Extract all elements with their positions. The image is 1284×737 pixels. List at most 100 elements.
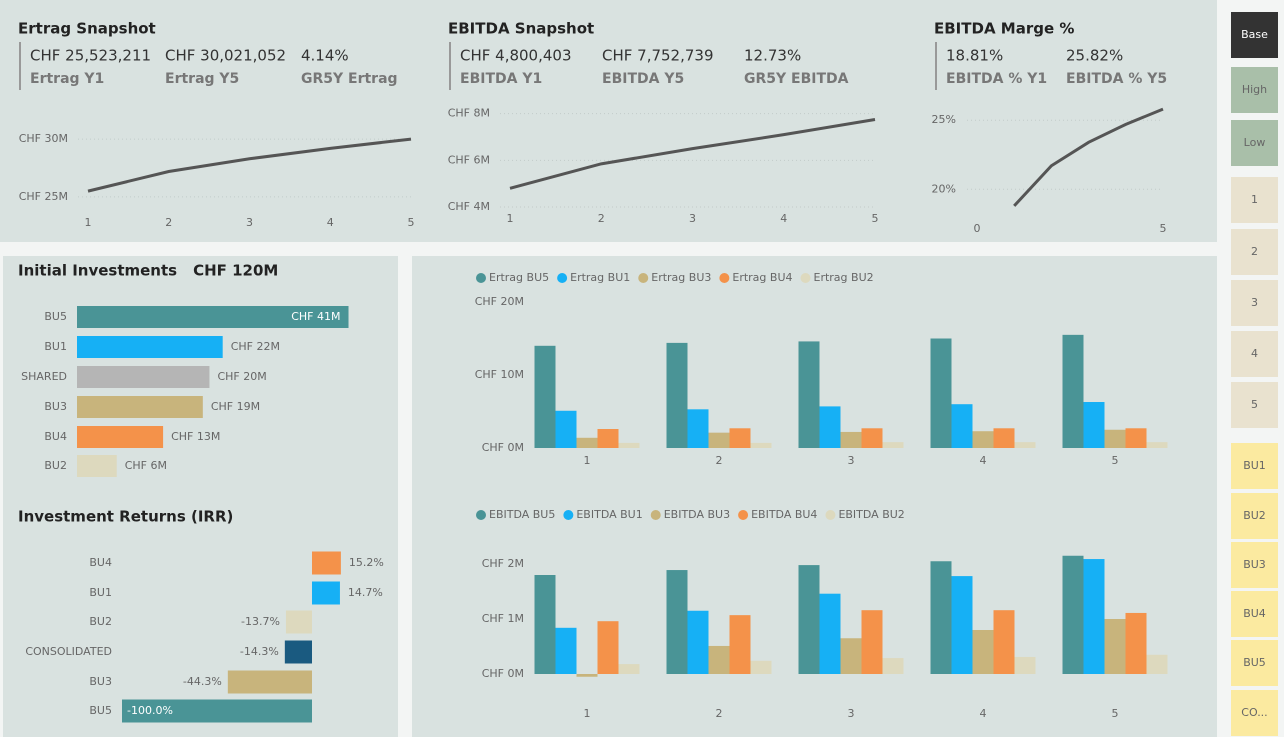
- kpi-label: Ertrag Y1: [30, 71, 104, 87]
- x-tick-label: 4: [780, 212, 787, 225]
- slicer-button[interactable]: [1231, 280, 1278, 326]
- category-label: BU4: [89, 556, 112, 569]
- slicer-label[interactable]: BU3: [1243, 558, 1266, 571]
- value-label: CHF 19M: [211, 400, 260, 413]
- bar: [77, 306, 349, 328]
- bar: [840, 638, 862, 674]
- legend-marker: [638, 273, 649, 283]
- bar: [972, 431, 994, 448]
- bar: [882, 658, 904, 674]
- slicer-label[interactable]: BU5: [1243, 656, 1266, 669]
- slicer-button[interactable]: [1231, 331, 1278, 377]
- category-label: BU1: [89, 586, 112, 599]
- bar: [930, 338, 952, 448]
- x-tick-label: 5: [1112, 454, 1119, 467]
- bar: [819, 406, 841, 448]
- category-label: SHARED: [21, 370, 67, 383]
- bar: [1014, 656, 1036, 674]
- chart-title: Initial Investments: [18, 262, 177, 280]
- slicer-label[interactable]: BU4: [1243, 607, 1266, 620]
- bar: [227, 670, 312, 694]
- bar: [312, 581, 340, 605]
- bar: [840, 431, 862, 448]
- slicer-button[interactable]: [1231, 443, 1278, 489]
- slicer-label[interactable]: Base: [1241, 28, 1268, 41]
- kpi-value: CHF 25,523,211: [30, 47, 151, 65]
- y-tick-label: 25%: [932, 113, 956, 126]
- slicer-label[interactable]: 1: [1251, 193, 1258, 206]
- x-tick-label: 4: [980, 707, 987, 720]
- legend-marker: [825, 510, 836, 520]
- kpi-label: EBITDA % Y5: [1066, 71, 1167, 87]
- slicer-button[interactable]: [1231, 690, 1278, 736]
- slicer-label[interactable]: CO...: [1241, 706, 1267, 719]
- slicer-label[interactable]: 2: [1251, 245, 1258, 258]
- y-tick-label: CHF 2M: [482, 557, 524, 570]
- slicer-button[interactable]: [1231, 493, 1278, 539]
- bar: [951, 404, 973, 448]
- value-label: -13.7%: [241, 615, 280, 628]
- kpi-label: GR5Y EBITDA: [744, 71, 849, 87]
- line: [509, 118, 876, 190]
- bar: [285, 610, 312, 634]
- legend-label: Ertrag BU2: [814, 271, 874, 284]
- bar: [1104, 619, 1126, 674]
- kpi-label: EBITDA % Y1: [946, 71, 1047, 87]
- bar: [597, 621, 619, 674]
- line: [1013, 107, 1164, 207]
- bar: [882, 442, 904, 448]
- bar: [819, 593, 841, 674]
- slicer-label[interactable]: 4: [1251, 347, 1258, 360]
- slicer-button[interactable]: [1231, 382, 1278, 428]
- slicer-label[interactable]: 3: [1251, 296, 1258, 309]
- x-tick-label: 2: [716, 707, 723, 720]
- kpi-value: 25.82%: [1066, 47, 1123, 65]
- line: [87, 137, 412, 193]
- slicer-button[interactable]: [1231, 177, 1278, 223]
- x-tick-label: 1: [85, 216, 92, 229]
- bar: [618, 664, 640, 674]
- legend-marker: [719, 273, 730, 283]
- bar: [576, 674, 598, 677]
- x-tick-label: 2: [165, 216, 172, 229]
- x-tick-label: 0: [974, 222, 981, 235]
- kpi-label: GR5Y Ertrag: [301, 71, 398, 87]
- bar: [993, 428, 1015, 448]
- bar: [1125, 612, 1147, 674]
- legend-marker: [650, 510, 661, 520]
- slicer-button[interactable]: [1231, 229, 1278, 275]
- slicer-button[interactable]: [1231, 12, 1278, 58]
- value-label: CHF 41M: [291, 310, 340, 323]
- bar: [122, 699, 312, 723]
- value-label: CHF 22M: [231, 340, 280, 353]
- slicer-button[interactable]: [1231, 120, 1278, 166]
- x-tick-label: 1: [584, 707, 591, 720]
- bar: [687, 409, 709, 448]
- y-tick-label: CHF 30M: [19, 132, 68, 145]
- slicer-button[interactable]: [1231, 67, 1278, 113]
- legend-marker: [476, 273, 486, 283]
- value-label: CHF 13M: [171, 430, 220, 443]
- slicer-button[interactable]: [1231, 542, 1278, 588]
- legend-label: EBITDA BU2: [838, 508, 904, 521]
- bar: [1062, 555, 1084, 674]
- y-tick-label: CHF 0M: [482, 667, 524, 680]
- legend-label: EBITDA BU5: [489, 508, 555, 521]
- bar: [312, 551, 341, 575]
- kpi-value: CHF 7,752,739: [602, 47, 714, 65]
- kpi-value: 4.14%: [301, 47, 349, 65]
- y-tick-label: CHF 8M: [448, 107, 490, 120]
- slicer-label[interactable]: 5: [1251, 398, 1258, 411]
- slicer-label[interactable]: High: [1242, 83, 1267, 96]
- slicer-label[interactable]: BU2: [1243, 509, 1266, 522]
- slicer-button[interactable]: [1231, 591, 1278, 637]
- bar: [77, 426, 164, 448]
- slicer-button[interactable]: [1231, 640, 1278, 686]
- slicer-label[interactable]: Low: [1244, 136, 1266, 149]
- bar: [708, 432, 730, 448]
- slicer-label[interactable]: BU1: [1243, 459, 1266, 472]
- bar: [750, 660, 772, 674]
- bar: [77, 366, 210, 388]
- bar: [284, 640, 312, 664]
- bar: [687, 610, 709, 674]
